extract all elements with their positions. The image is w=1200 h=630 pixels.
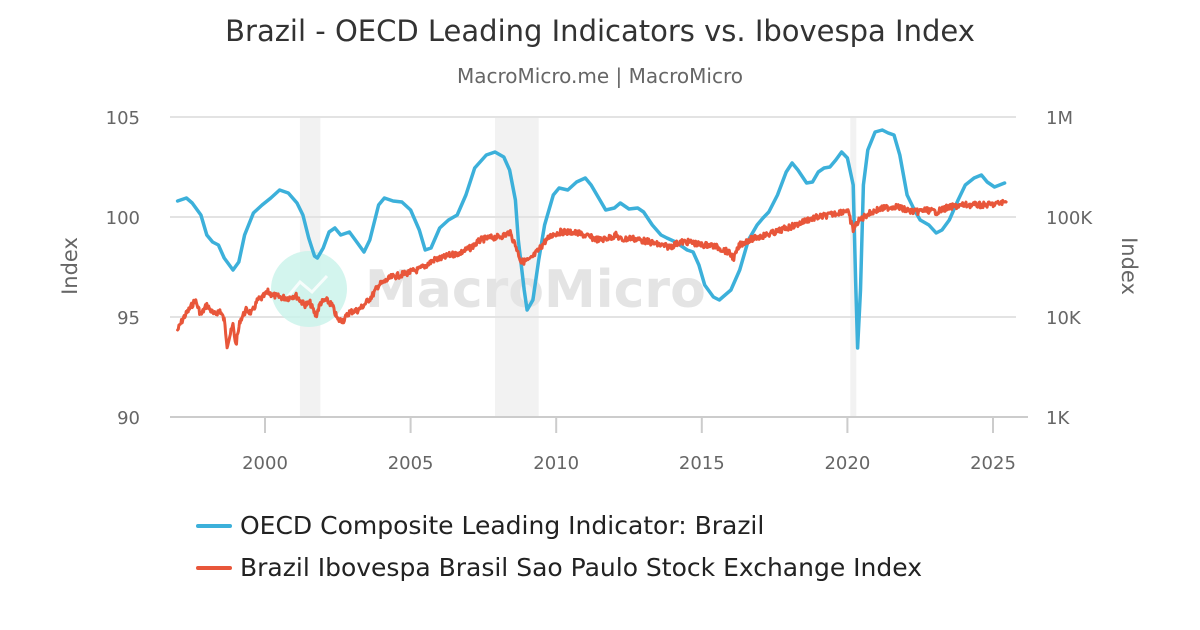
series-line-oecd-cli: [175, 128, 1007, 350]
watermark: MacroMicro: [271, 251, 706, 327]
recession-band: [495, 117, 539, 417]
series-line-ibovespa: [176, 198, 1008, 350]
chart-title: Brazil - OECD Leading Indicators vs. Ibo…: [225, 14, 975, 48]
legend-item-oecd[interactable]: OECD Composite Leading Indicator: Brazil: [196, 511, 764, 540]
y-left-tick-label: 90: [117, 408, 140, 429]
legend-label: Brazil Ibovespa Brasil Sao Paulo Stock E…: [240, 553, 922, 582]
recession-band: [850, 117, 857, 417]
y-axis-left-title: Index: [58, 237, 82, 295]
chart-subtitle: MacroMicro.me | MacroMicro: [457, 64, 743, 88]
y-left-tick-label: 95: [117, 308, 140, 329]
x-tick-label: 2020: [824, 453, 870, 474]
legend-swatch: [196, 523, 232, 528]
legend-label: OECD Composite Leading Indicator: Brazil: [240, 511, 765, 540]
x-tick-label: 2025: [970, 453, 1016, 474]
x-tick-label: 2005: [388, 453, 434, 474]
y-right-tick-label: 1M: [1046, 108, 1073, 129]
y-axis-right-title: Index: [1117, 237, 1141, 295]
x-tick-label: 2000: [242, 453, 288, 474]
x-tick-label: 2015: [679, 453, 725, 474]
y-right-tick-label: 100K: [1046, 208, 1093, 229]
legend-item-ibovespa[interactable]: Brazil Ibovespa Brasil Sao Paulo Stock E…: [196, 553, 922, 582]
y-right-tick-label: 1K: [1046, 408, 1070, 429]
y-left-tick-label: 105: [106, 108, 140, 129]
y-right-tick-label: 10K: [1046, 308, 1082, 329]
y-left-tick-label: 100: [106, 208, 140, 229]
legend-swatch: [196, 565, 232, 570]
x-tick-label: 2010: [533, 453, 579, 474]
